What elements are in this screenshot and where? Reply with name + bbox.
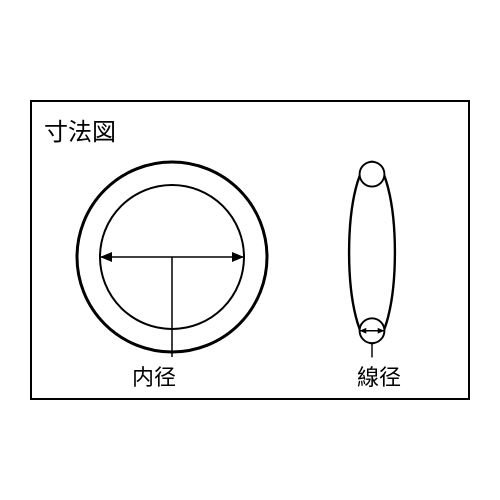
wire-diameter-label: 線径: [357, 360, 401, 392]
ring-front-view: [72, 157, 272, 357]
inner-diameter-label: 内径: [132, 360, 176, 392]
arrow-right: [232, 252, 244, 262]
top-cross-section: [360, 162, 385, 187]
side-ellipse: [349, 162, 395, 343]
ring-side-view: [332, 157, 412, 367]
diagram-title: 寸法図: [44, 112, 116, 147]
arrow-left: [100, 252, 112, 262]
diagram-frame: 寸法図 内径 線径: [30, 100, 470, 400]
